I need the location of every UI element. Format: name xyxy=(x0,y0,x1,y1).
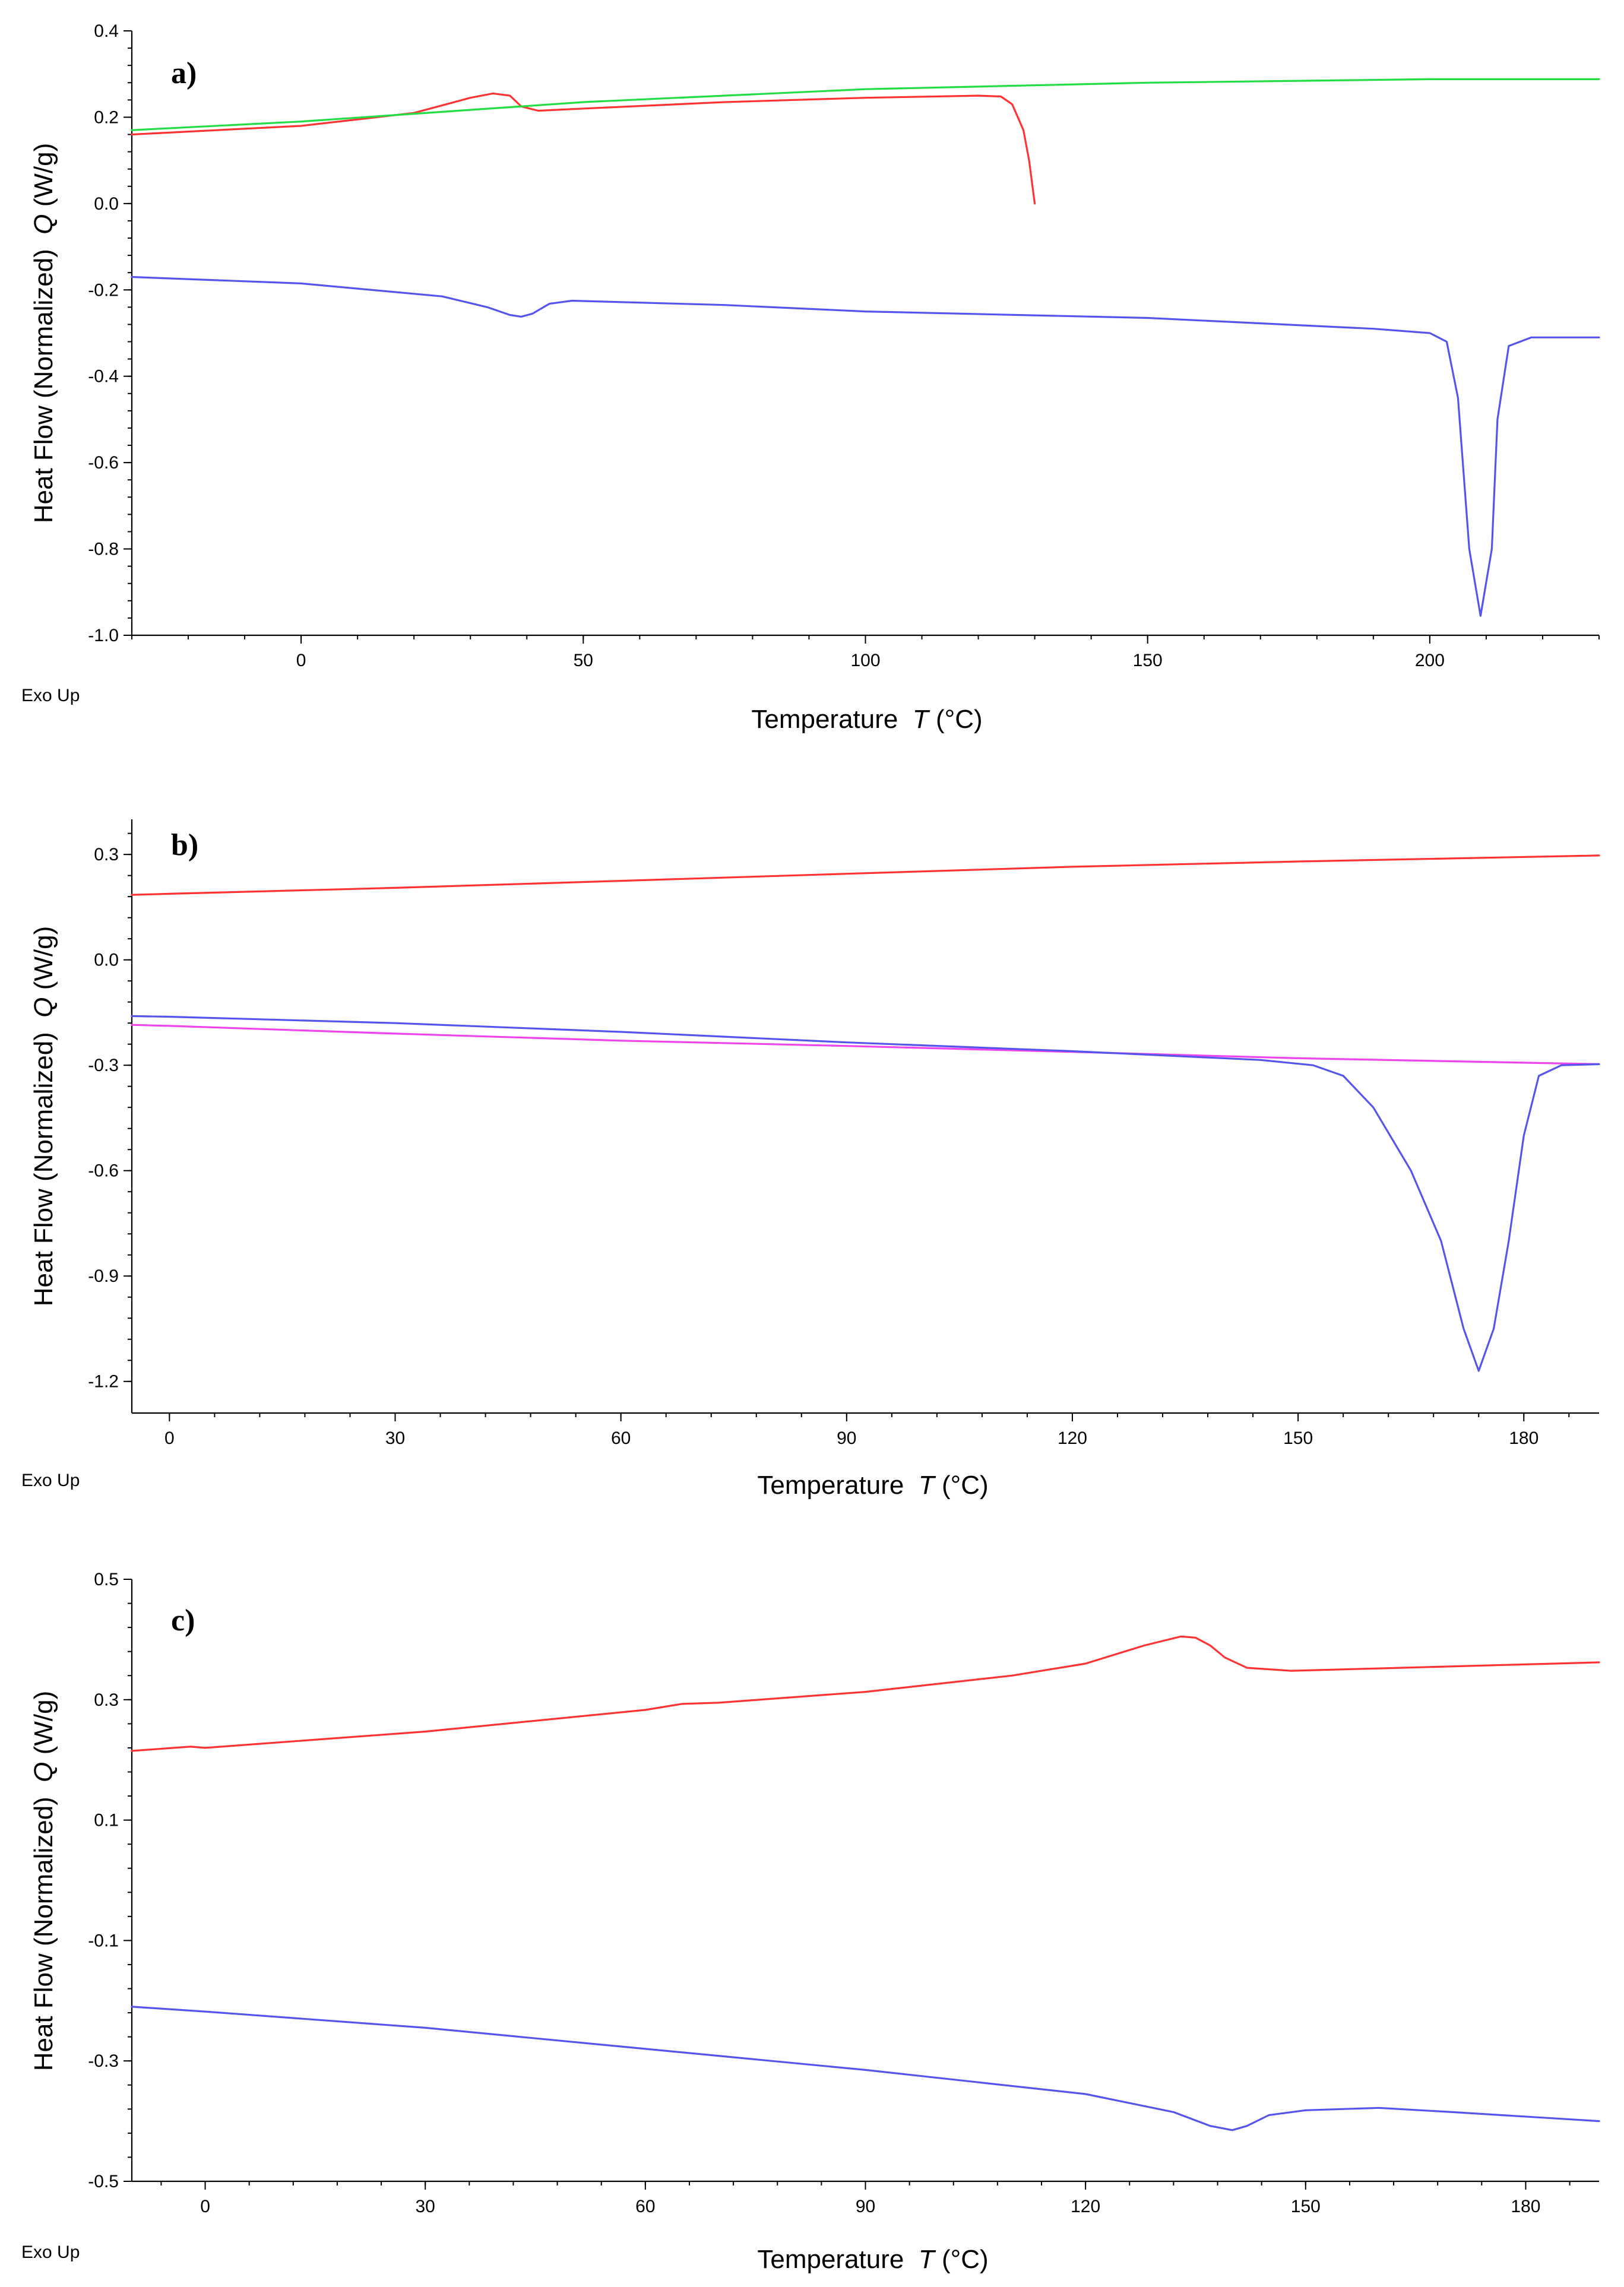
x-tick-label: 150 xyxy=(1283,1428,1313,1448)
x-tick-label: 0 xyxy=(164,1428,175,1448)
x-tick-label: 150 xyxy=(1133,651,1163,670)
y-tick-label: -0.2 xyxy=(88,280,119,300)
tick-group: 0.3 0.0 -0.3 -0.6 -0.9 -1.2 0 30 60 90 120 150 180 xyxy=(88,832,1570,1448)
y-tick-label: 0.4 xyxy=(94,21,119,41)
x-tick-label: 100 xyxy=(850,651,880,670)
y-axis-title: Heat Flow (Normalized) Q (W/g) xyxy=(29,143,58,524)
x-tick-label: 150 xyxy=(1291,2197,1321,2216)
tick-group: 0.4 0.2 0.0 -0.2 -0.4 -0.6 -0.8 -1.0 0 50 100 150 20… xyxy=(88,21,1600,670)
plot-area xyxy=(131,854,1600,1372)
x-tick-label: 180 xyxy=(1509,1428,1538,1448)
y-tick-label: 0.0 xyxy=(94,194,119,214)
exo-up-note: Exo Up xyxy=(21,1471,80,1490)
y-tick-label: -1.0 xyxy=(88,626,119,645)
series-line-red xyxy=(131,1635,1600,1752)
tick-group: 0.5 0.3 0.1 -0.1 -0.3 -0.5 0 30 60 90 120 150 180 xyxy=(88,1570,1571,2216)
panel-label: b) xyxy=(171,828,198,862)
x-tick-label: 90 xyxy=(856,2197,875,2216)
exo-up-note: Exo Up xyxy=(21,686,80,705)
y-tick-label: 0.3 xyxy=(94,1690,119,1710)
panel-label: a) xyxy=(171,56,197,90)
y-tick-label: -0.1 xyxy=(88,1931,119,1950)
plot-area xyxy=(131,78,1600,617)
y-tick-label: 0.5 xyxy=(94,1570,119,1589)
panel-b: 0.3 0.0 -0.3 -0.6 -0.9 -1.2 0 30 60 90 120 150 180 b… xyxy=(21,819,1600,1500)
y-tick-label: -0.6 xyxy=(88,1161,119,1181)
x-tick-label: 90 xyxy=(837,1428,856,1448)
x-tick-label: 200 xyxy=(1415,651,1445,670)
x-tick-label: 30 xyxy=(385,1428,405,1448)
y-tick-label: -0.3 xyxy=(88,1056,119,1075)
y-tick-label: -0.9 xyxy=(88,1266,119,1286)
x-tick-label: 120 xyxy=(1058,1428,1087,1448)
exo-up-note: Exo Up xyxy=(21,2242,80,2262)
y-axis-title: Heat Flow (Normalized) Q (W/g) xyxy=(29,926,58,1307)
x-axis-title: Temperature T (°C) xyxy=(757,2245,988,2274)
y-tick-label: 0.0 xyxy=(94,951,119,970)
series-line-green xyxy=(131,78,1600,131)
y-tick-label: 0.2 xyxy=(94,107,119,127)
x-tick-label: 0 xyxy=(200,2197,210,2216)
x-tick-label: 50 xyxy=(574,651,593,670)
series-line-magenta xyxy=(131,1024,1600,1065)
series-line-red xyxy=(131,92,1036,205)
x-tick-label: 120 xyxy=(1071,2197,1100,2216)
y-tick-label: 0.1 xyxy=(94,1811,119,1830)
x-tick-label: 180 xyxy=(1511,2197,1540,2216)
plot-area xyxy=(131,1635,1600,2131)
series-line-blue xyxy=(131,275,1600,617)
panel-a: 0.4 0.2 0.0 -0.2 -0.4 -0.6 -0.8 -1.0 0 50 100 150 20… xyxy=(21,21,1600,734)
series-line-red xyxy=(131,854,1600,896)
y-tick-label: -1.2 xyxy=(88,1372,119,1392)
x-tick-label: 0 xyxy=(296,651,306,670)
y-tick-label: -0.4 xyxy=(88,367,119,387)
x-tick-label: 60 xyxy=(611,1428,631,1448)
x-tick-label: 60 xyxy=(635,2197,655,2216)
y-tick-label: -0.3 xyxy=(88,2051,119,2071)
x-axis-title: Temperature T (°C) xyxy=(751,705,982,734)
x-tick-label: 30 xyxy=(416,2197,435,2216)
series-line-blue xyxy=(131,1015,1600,1372)
y-tick-label: -0.5 xyxy=(88,2172,119,2191)
y-tick-label: 0.3 xyxy=(94,845,119,864)
y-tick-label: -0.6 xyxy=(88,453,119,473)
panel-label: c) xyxy=(171,1604,195,1637)
y-axis-title: Heat Flow (Normalized) Q (W/g) xyxy=(29,1691,58,2071)
panel-c: 0.5 0.3 0.1 -0.1 -0.3 -0.5 0 30 60 90 120 150 180 c)… xyxy=(21,1570,1600,2274)
series-line-blue xyxy=(131,2006,1600,2131)
x-axis-title: Temperature T (°C) xyxy=(757,1471,988,1500)
y-tick-label: -0.8 xyxy=(88,540,119,559)
